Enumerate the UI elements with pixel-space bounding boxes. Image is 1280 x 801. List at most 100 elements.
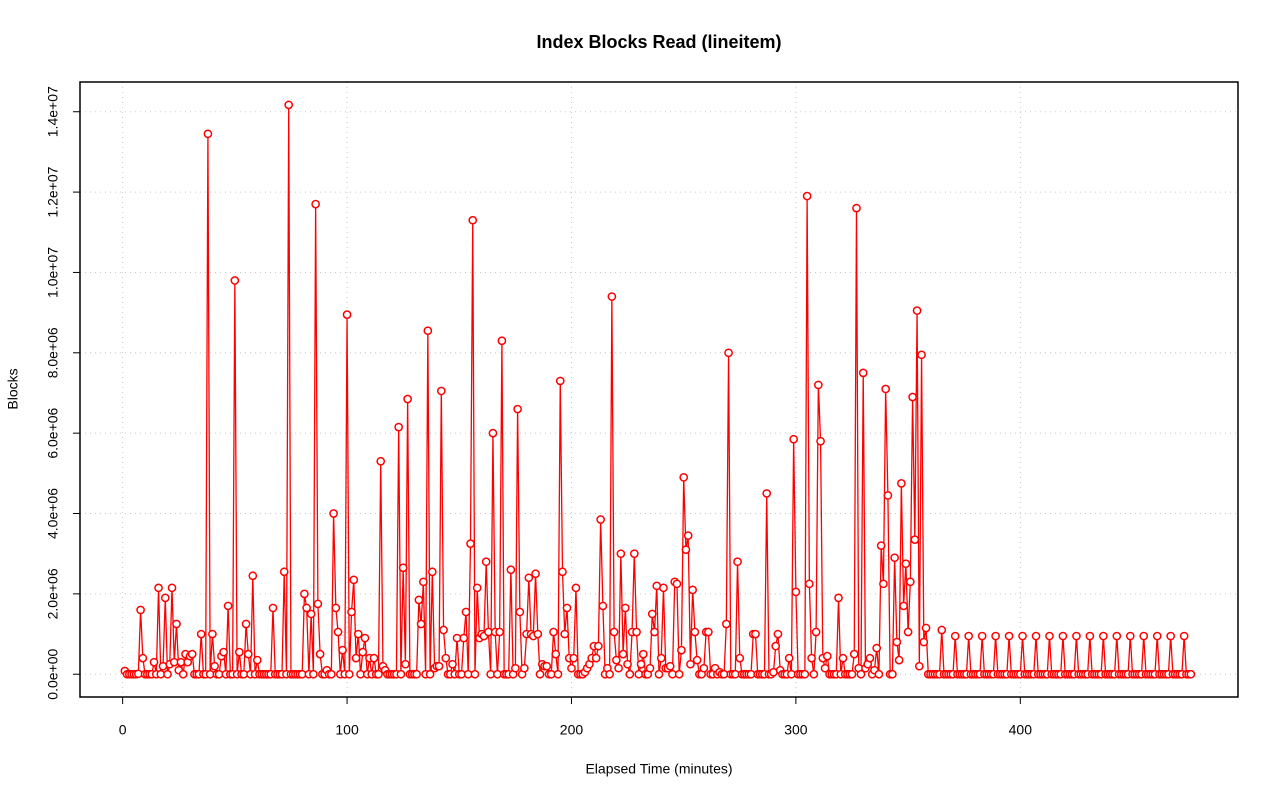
data-point	[834, 593, 843, 603]
data-point	[425, 669, 435, 679]
data-point	[347, 607, 356, 617]
data-point	[519, 663, 529, 673]
data-point	[809, 669, 819, 679]
data-point	[439, 625, 448, 635]
data-point	[638, 649, 648, 659]
data-point	[849, 649, 859, 659]
data-point	[569, 653, 579, 663]
chart-title: Index Blocks Read (lineitem)	[536, 32, 781, 52]
data-point	[654, 669, 664, 679]
data-point	[591, 653, 601, 663]
data-point	[470, 669, 480, 679]
data-point	[881, 384, 891, 394]
data-point	[910, 535, 920, 544]
data-point	[252, 655, 262, 665]
data-point	[672, 579, 682, 589]
data-point	[466, 539, 475, 548]
data-point	[897, 479, 906, 488]
data-point	[230, 276, 240, 285]
data-point	[773, 629, 783, 639]
data-point	[1072, 631, 1081, 641]
data-point	[138, 653, 148, 663]
data-point	[326, 669, 336, 679]
data-point	[268, 603, 278, 613]
data-point	[1152, 631, 1162, 641]
data-point	[623, 659, 632, 669]
data-point	[894, 655, 904, 665]
data-point	[315, 649, 325, 659]
data-point	[513, 404, 522, 414]
data-point	[1098, 631, 1108, 641]
data-point	[614, 663, 623, 673]
y-tick-label: 1.0e+07	[45, 247, 61, 298]
data-point	[699, 663, 709, 673]
data-point	[751, 629, 760, 639]
x-axis-label: Elapsed Time (minutes)	[585, 761, 732, 777]
data-point	[852, 203, 861, 213]
data-point	[535, 669, 545, 679]
y-tick-label: 1.4e+07	[45, 86, 61, 137]
data-point	[434, 661, 444, 671]
data-point	[468, 215, 478, 225]
data-point	[1031, 631, 1041, 641]
data-point	[1186, 669, 1196, 679]
data-point	[306, 609, 316, 619]
data-point	[329, 509, 338, 518]
data-point	[333, 627, 343, 637]
data-point	[721, 619, 731, 629]
data-point	[549, 627, 558, 637]
data-point	[683, 531, 693, 540]
data-point	[300, 589, 309, 599]
data-point	[284, 100, 294, 110]
data-point	[858, 368, 868, 378]
data-point	[838, 653, 848, 663]
data-point	[890, 553, 899, 563]
data-point	[872, 643, 882, 653]
data-point	[551, 649, 561, 659]
data-point	[219, 647, 228, 657]
data-point	[665, 661, 675, 671]
data-point	[488, 428, 498, 438]
data-point	[883, 491, 893, 500]
data-point	[616, 549, 626, 559]
data-point	[524, 573, 534, 583]
data-point	[656, 653, 666, 663]
data-point	[686, 659, 695, 669]
data-point	[688, 585, 698, 595]
data-point	[917, 350, 926, 360]
x-tick-label: 100	[335, 722, 359, 738]
data-point	[977, 631, 987, 641]
data-point	[416, 619, 426, 629]
data-point	[163, 669, 172, 679]
data-point	[331, 603, 341, 613]
data-point	[311, 199, 320, 209]
data-point	[914, 661, 924, 671]
x-tick-label: 200	[560, 722, 584, 738]
data-point	[650, 627, 659, 637]
data-point	[555, 376, 565, 386]
data-point	[856, 669, 866, 679]
y-tick-label: 0.0e+00	[45, 649, 61, 700]
data-point	[160, 593, 170, 603]
data-point	[847, 669, 857, 679]
data-point	[677, 645, 686, 655]
data-point	[771, 641, 781, 651]
data-point	[423, 326, 433, 336]
data-point	[901, 559, 911, 569]
data-point	[210, 661, 220, 671]
data-point	[203, 129, 213, 139]
y-axis-label: Blocks	[5, 368, 21, 409]
data-point	[807, 653, 816, 663]
data-point	[1018, 631, 1027, 641]
data-point	[558, 567, 567, 577]
data-point	[632, 627, 641, 637]
data-point	[481, 557, 491, 567]
data-point	[991, 631, 1000, 641]
data-point	[313, 599, 323, 609]
data-point	[647, 609, 657, 619]
x-tick-label: 400	[1009, 722, 1033, 738]
x-tick-label: 300	[784, 722, 808, 738]
data-point	[196, 629, 206, 639]
data-point	[1125, 631, 1135, 641]
data-point	[879, 579, 888, 589]
